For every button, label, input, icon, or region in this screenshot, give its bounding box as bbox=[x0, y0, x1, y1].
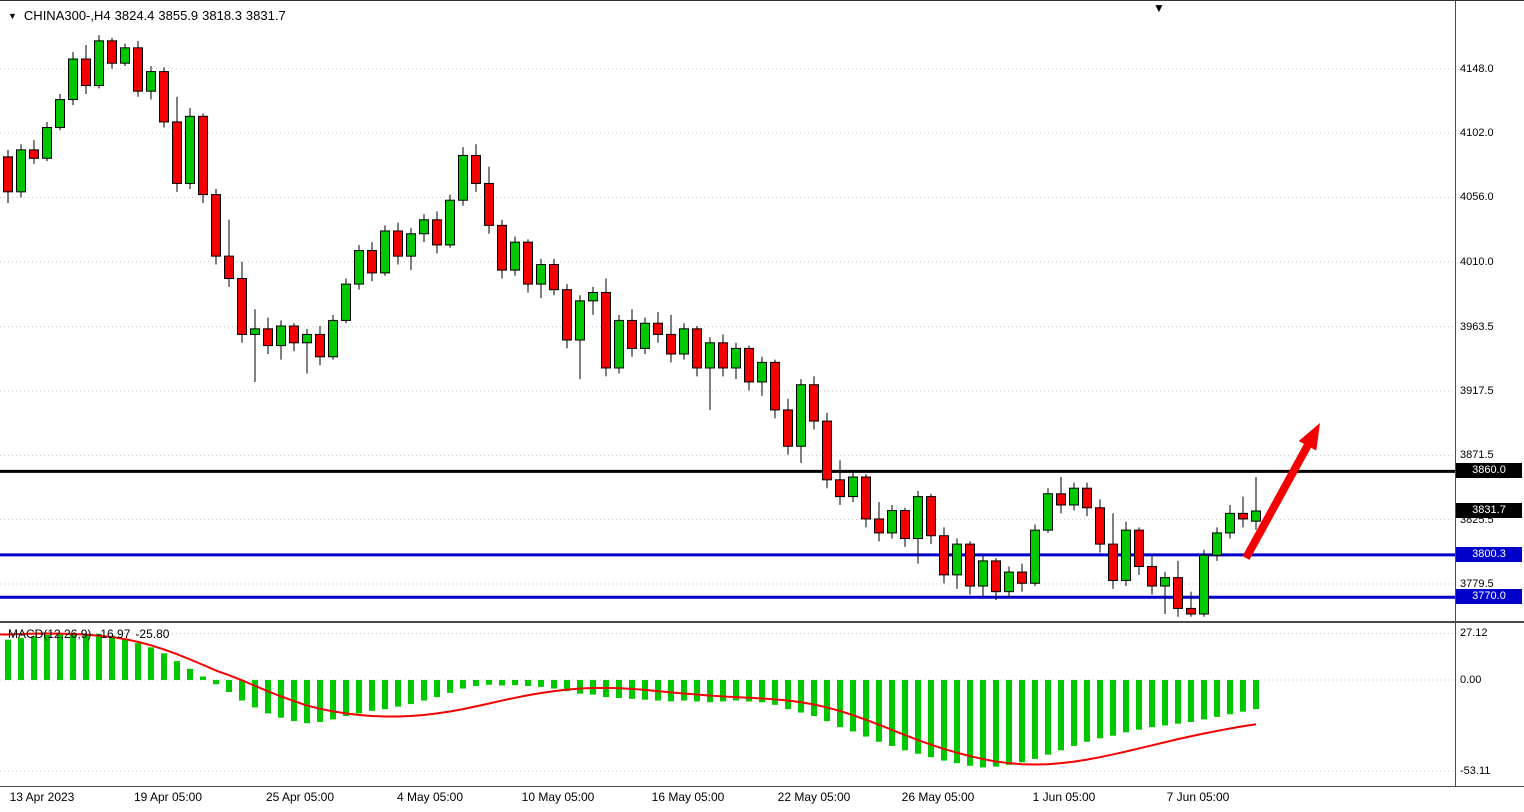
price-tick-label: 4102.0 bbox=[1460, 127, 1494, 140]
price-tick-label: 3871.5 bbox=[1460, 449, 1494, 462]
time-axis[interactable]: 13 Apr 2023 19 Apr 05:00 25 Apr 05:00 4 May… bbox=[0, 790, 1524, 812]
low-value: 3818.3 bbox=[202, 8, 242, 23]
open-value: 3824.4 bbox=[114, 8, 155, 23]
ohlc-dropdown-icon[interactable]: ▼ bbox=[8, 11, 17, 21]
macd-tick-label: 27.12 bbox=[1460, 627, 1488, 640]
price-axis[interactable]: 4148.0 4102.0 4056.0 4010.0 3963.5 3917.5 3871… bbox=[1456, 1, 1524, 786]
macd-tick-label: -53.11 bbox=[1460, 765, 1491, 778]
close-value: 3831.7 bbox=[245, 8, 286, 23]
indicator-signal-value: -25.80 bbox=[135, 627, 170, 641]
price-scale-divider bbox=[1455, 1, 1456, 786]
macd-gridlines bbox=[0, 632, 1455, 772]
macd-histogram bbox=[5, 633, 1259, 768]
level-price-badge: 3860.0 bbox=[1456, 463, 1522, 478]
price-tick-label: 3779.5 bbox=[1460, 577, 1494, 590]
time-tick-label: 16 May 05:00 bbox=[651, 790, 725, 804]
symbol-timeframe: CHINA300-,H4 bbox=[23, 8, 111, 23]
indicator-main-value: -16.97 bbox=[96, 627, 131, 641]
high-value: 3855.9 bbox=[158, 8, 199, 23]
price-tick-label: 3917.5 bbox=[1460, 385, 1494, 398]
macd-tick-label: 0.00 bbox=[1460, 673, 1482, 686]
price-tick-label: 3963.5 bbox=[1460, 320, 1494, 333]
time-tick-label: 25 Apr 05:00 bbox=[265, 790, 335, 804]
level-price-badge: 3770.0 bbox=[1456, 589, 1522, 604]
time-tick-label: 19 Apr 05:00 bbox=[133, 790, 203, 804]
price-tick-label: 4148.0 bbox=[1460, 62, 1494, 75]
chart-title: ▼ CHINA300-,H4 3824.4 3855.9 3818.3 3831.7 bbox=[8, 8, 290, 23]
indicator-name: MACD(12,26,9) bbox=[8, 627, 92, 641]
time-axis-divider bbox=[0, 786, 1524, 787]
current-price-badge: 3831.7 bbox=[1456, 503, 1522, 518]
time-tick-label: 26 May 05:00 bbox=[901, 790, 975, 804]
trend-arrow[interactable] bbox=[1242, 423, 1320, 560]
candles bbox=[3, 35, 1261, 617]
time-tick-label: 4 May 05:00 bbox=[396, 790, 464, 804]
candlestick-chart[interactable] bbox=[0, 1, 1455, 621]
time-tick-label: 10 May 05:00 bbox=[521, 790, 595, 804]
time-tick-label: 22 May 05:00 bbox=[777, 790, 851, 804]
time-tick-label: 13 Apr 2023 bbox=[9, 790, 75, 804]
support-resistance-lines[interactable] bbox=[0, 469, 1455, 599]
time-tick-label: 7 Jun 05:00 bbox=[1166, 790, 1230, 804]
chart-shift-icon[interactable]: ▼ bbox=[1153, 1, 1165, 15]
macd-indicator-chart[interactable] bbox=[0, 623, 1455, 786]
price-gridlines bbox=[0, 68, 1455, 585]
price-tick-label: 4056.0 bbox=[1460, 191, 1494, 204]
price-tick-label: 4010.0 bbox=[1460, 255, 1494, 268]
level-price-badge: 3800.3 bbox=[1456, 547, 1522, 562]
indicator-label: MACD(12,26,9) -16.97 -25.80 bbox=[8, 627, 174, 641]
time-tick-label: 1 Jun 05:00 bbox=[1032, 790, 1096, 804]
panel-divider[interactable] bbox=[0, 621, 1524, 623]
macd-signal-line bbox=[0, 632, 1257, 766]
